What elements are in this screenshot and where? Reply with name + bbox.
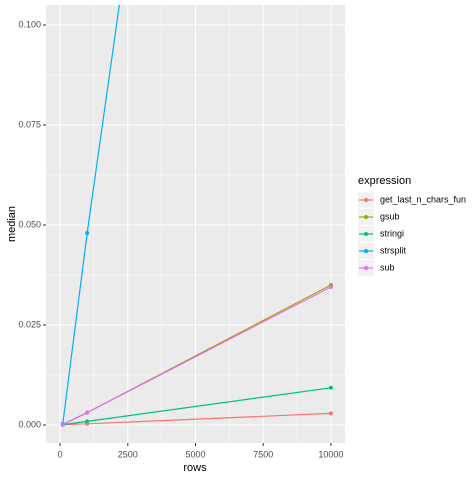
legend-label: gsub: [380, 211, 400, 221]
legend-swatch-point: [364, 232, 368, 236]
legend-label: strsplit: [380, 245, 407, 255]
y-tick-label: 0.100: [18, 19, 41, 29]
data-point: [85, 419, 90, 424]
data-point: [328, 385, 333, 390]
legend-swatch-point: [364, 266, 368, 270]
x-tick-label: 10000: [318, 449, 343, 459]
y-tick-label: 0.000: [18, 419, 41, 429]
legend-title: expression: [358, 175, 411, 187]
y-axis-title: median: [6, 206, 18, 242]
x-tick-label: 7500: [253, 449, 273, 459]
grid: [46, 5, 345, 443]
legend-label: sub: [380, 262, 395, 272]
legend-swatch-point: [364, 215, 368, 219]
data-point: [85, 231, 90, 235]
x-tick-label: 0: [58, 449, 63, 459]
y-tick-label: 0.075: [18, 119, 41, 129]
data-point: [328, 411, 333, 416]
legend-swatch-point: [364, 249, 368, 253]
plot-area: [60, 5, 333, 427]
data-point: [85, 410, 90, 415]
y-tick-label: 0.025: [18, 319, 41, 329]
data-point: [60, 422, 65, 427]
legend-label: stringi: [380, 228, 404, 238]
data-point: [328, 285, 333, 289]
y-tick-label: 0.050: [18, 219, 41, 229]
x-axis-title: rows: [183, 462, 207, 474]
x-tick-label: 5000: [185, 449, 205, 459]
x-tick-label: 2500: [118, 449, 138, 459]
legend-swatch-point: [364, 198, 368, 202]
legend-label: get_last_n_chars_fun: [380, 194, 466, 204]
